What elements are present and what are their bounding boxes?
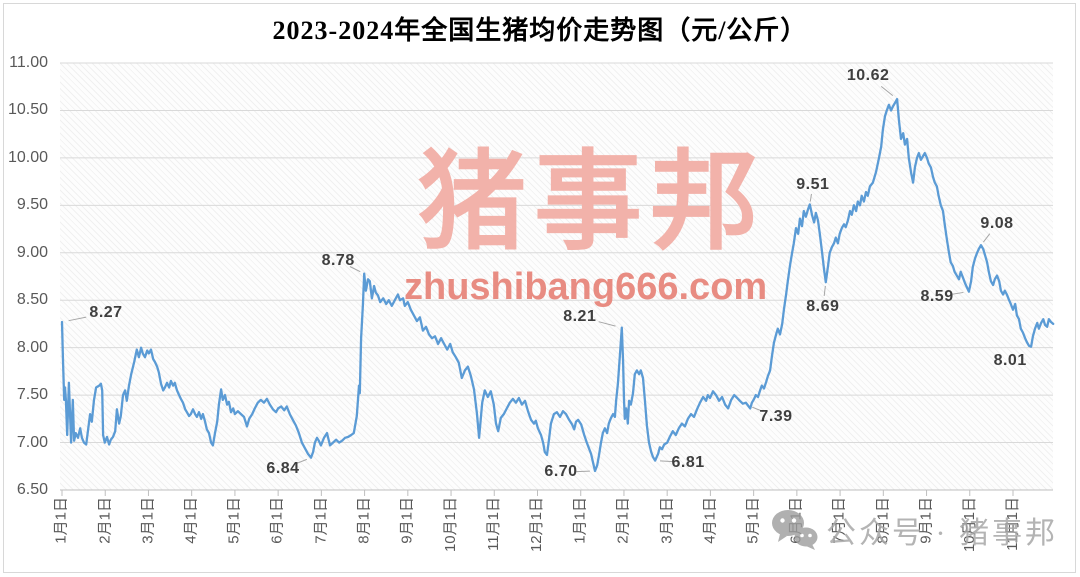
price-line — [60, 97, 1055, 473]
data-label: 8.59 — [920, 287, 954, 305]
y-axis-label: 7.00 — [16, 433, 48, 451]
y-axis-label: 9.00 — [16, 243, 48, 261]
data-label: 6.81 — [671, 453, 705, 471]
data-label: 9.08 — [980, 215, 1014, 233]
y-axis-label: 10.50 — [7, 101, 48, 119]
data-label: 8.01 — [993, 351, 1027, 369]
leader-line — [349, 266, 361, 273]
chart-title: 2023-2024年全国生猪均价走势图（元/公斤） — [272, 16, 808, 45]
data-label: 6.70 — [544, 463, 578, 481]
leader-line — [809, 193, 812, 202]
y-axis-label: 6.50 — [16, 481, 48, 498]
footer-watermark-text: 公众号 · 猪事邦 — [826, 517, 1058, 550]
data-label: 10.62 — [846, 67, 890, 85]
leader-line — [983, 233, 991, 243]
data-label: 8.27 — [89, 304, 123, 322]
data-label: 7.39 — [759, 407, 793, 425]
leader-line — [823, 285, 826, 297]
y-axis-label: 7.50 — [16, 386, 48, 404]
footer-watermark: 公众号 · 猪事邦 — [770, 508, 1058, 552]
plot-area — [60, 63, 1053, 490]
y-axis-label: 11.00 — [9, 54, 48, 71]
y-axis-label: 10.00 — [7, 148, 48, 166]
leader-line — [950, 291, 964, 295]
y-axis-label: 8.50 — [16, 291, 48, 309]
data-label: 9.51 — [796, 176, 830, 194]
y-axis-label: 8.00 — [16, 338, 48, 356]
data-label: 8.69 — [806, 298, 840, 316]
watermark-site: zhushibang666.com — [404, 266, 768, 308]
leader-line — [295, 458, 307, 465]
wechat-icon — [772, 510, 818, 550]
leader-line — [752, 406, 764, 413]
leader-line — [68, 316, 87, 322]
y-axis-label: 9.50 — [16, 196, 48, 214]
data-label: 6.84 — [266, 459, 300, 477]
watermark-brand: 猪事邦 — [418, 144, 767, 263]
data-label: 8.21 — [563, 307, 597, 325]
leader-line — [659, 460, 674, 463]
leader-line — [880, 86, 894, 96]
data-label: 8.78 — [321, 251, 355, 269]
chart-frame — [3, 3, 1076, 573]
leader-line — [598, 321, 616, 327]
